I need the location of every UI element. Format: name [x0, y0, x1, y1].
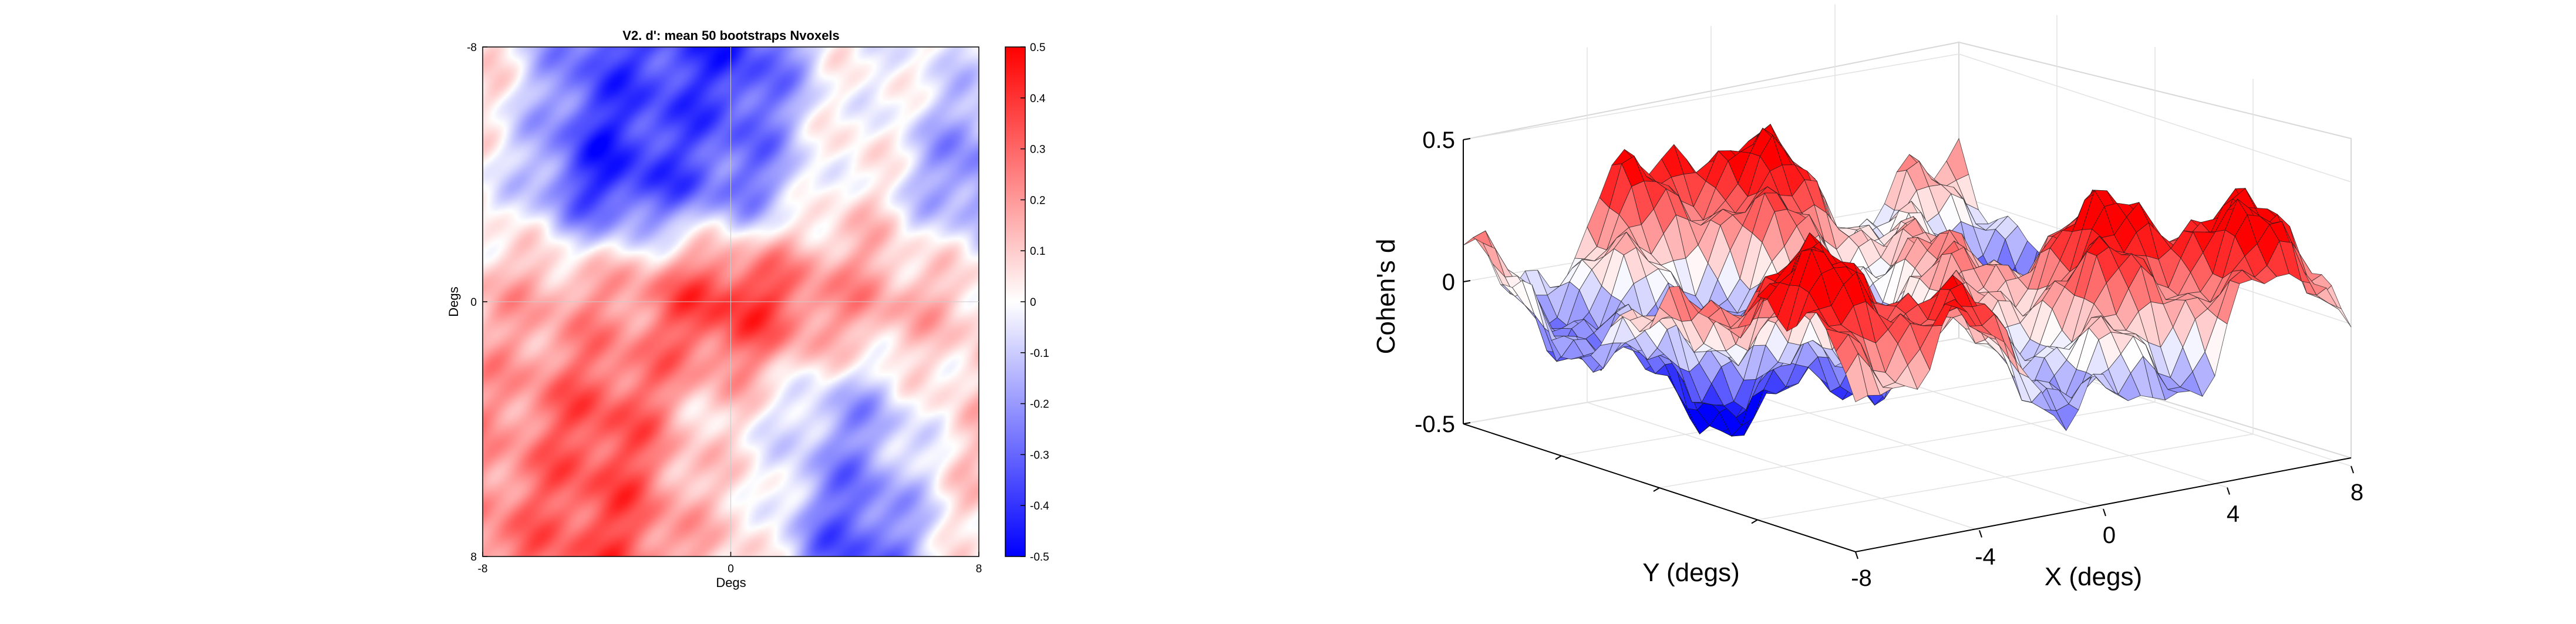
surface-z-tick-label: 0 [1442, 269, 1455, 295]
colorbar-tick-label: -0.4 [1030, 500, 1049, 512]
colorbar-ticks: 0.5 0.4 0.3 0.2 0.1 0 -0.1 -0.2 -0.3 -0.4 -0.5 [1021, 42, 1049, 564]
surface-x-tick-mark [2351, 466, 2354, 474]
heatmap-y-ticks: -8 0 8 [467, 42, 487, 564]
heatmap-title: V2. d': mean 50 bootstraps Nvoxels [622, 28, 840, 43]
heatmap-y-tick-label: 8 [470, 551, 477, 564]
heatmap-chart: V2. d': mean 50 bootstraps Nvoxels -8 0 8 … [446, 28, 1049, 590]
colorbar-tick-label: -0.2 [1030, 399, 1049, 411]
surface-y-tick-mark [1555, 455, 1562, 460]
heatmap-x-label: Degs [716, 575, 746, 590]
surface-x-tick-mark [2103, 508, 2106, 517]
colorbar-tick-label: 0.4 [1030, 93, 1046, 105]
surface-x-tick-label: -8 [1851, 565, 1872, 591]
surface-x-tick-label: 4 [2227, 501, 2240, 527]
surface-y-tick-mark [1751, 519, 1758, 524]
surface-x-tick-label: 0 [2103, 522, 2116, 548]
surface-z-tick-mark [1463, 422, 1471, 424]
surface-y-tick-mark [1653, 487, 1660, 492]
heatmap-x-tick-label: 0 [728, 563, 734, 575]
heatmap-y-tick-label: 0 [470, 296, 477, 309]
colorbar-tick-label: 0.5 [1030, 42, 1045, 54]
surface-x-label: X (degs) [2045, 562, 2142, 591]
surface-mesh [1463, 123, 2352, 437]
heatmap-x-tick-label: 8 [976, 563, 982, 575]
colorbar-tick-label: -0.1 [1030, 348, 1049, 360]
surface-z-tick-mark [1463, 280, 1471, 282]
surface-axis-ticks: 0.5 0 -0.5 -8 -4 0 4 8 [1415, 127, 2363, 591]
colorbar-tick-label: -0.3 [1030, 449, 1049, 461]
surface-z-label: Cohen's d [1372, 239, 1400, 355]
colorbar-tick-label: 0.1 [1030, 245, 1045, 258]
colorbar-tick-label: 0.3 [1030, 144, 1045, 156]
surface-x-tick-label: 8 [2351, 480, 2363, 505]
surface-x-tick-mark [1979, 530, 1982, 538]
surface-x-tick-mark [2227, 487, 2230, 495]
surface-x-tick-mark [1855, 551, 1858, 559]
surface-x-tick-label: -4 [1975, 544, 1996, 570]
surface-z-tick-label: -0.5 [1415, 411, 1455, 437]
surface-z-tick-label: 0.5 [1422, 127, 1455, 153]
heatmap-y-label: Degs [446, 286, 461, 316]
heatmap-x-tick-label: -8 [478, 563, 488, 575]
heatmap-y-tick-label: -8 [467, 42, 477, 54]
colorbar-tick-label: -0.5 [1030, 551, 1049, 564]
surface-chart: 0.5 0 -0.5 -8 -4 0 4 8 Cohen's d Y (degs) X (de… [1372, 4, 2363, 591]
colorbar-tick-label: 0.2 [1030, 194, 1045, 207]
colorbar-tick-label: 0 [1030, 296, 1036, 309]
surface-z-tick-mark [1463, 138, 1471, 140]
heatmap-x-ticks: -8 0 8 [478, 552, 982, 575]
surface-y-label: Y (degs) [1642, 558, 1740, 587]
